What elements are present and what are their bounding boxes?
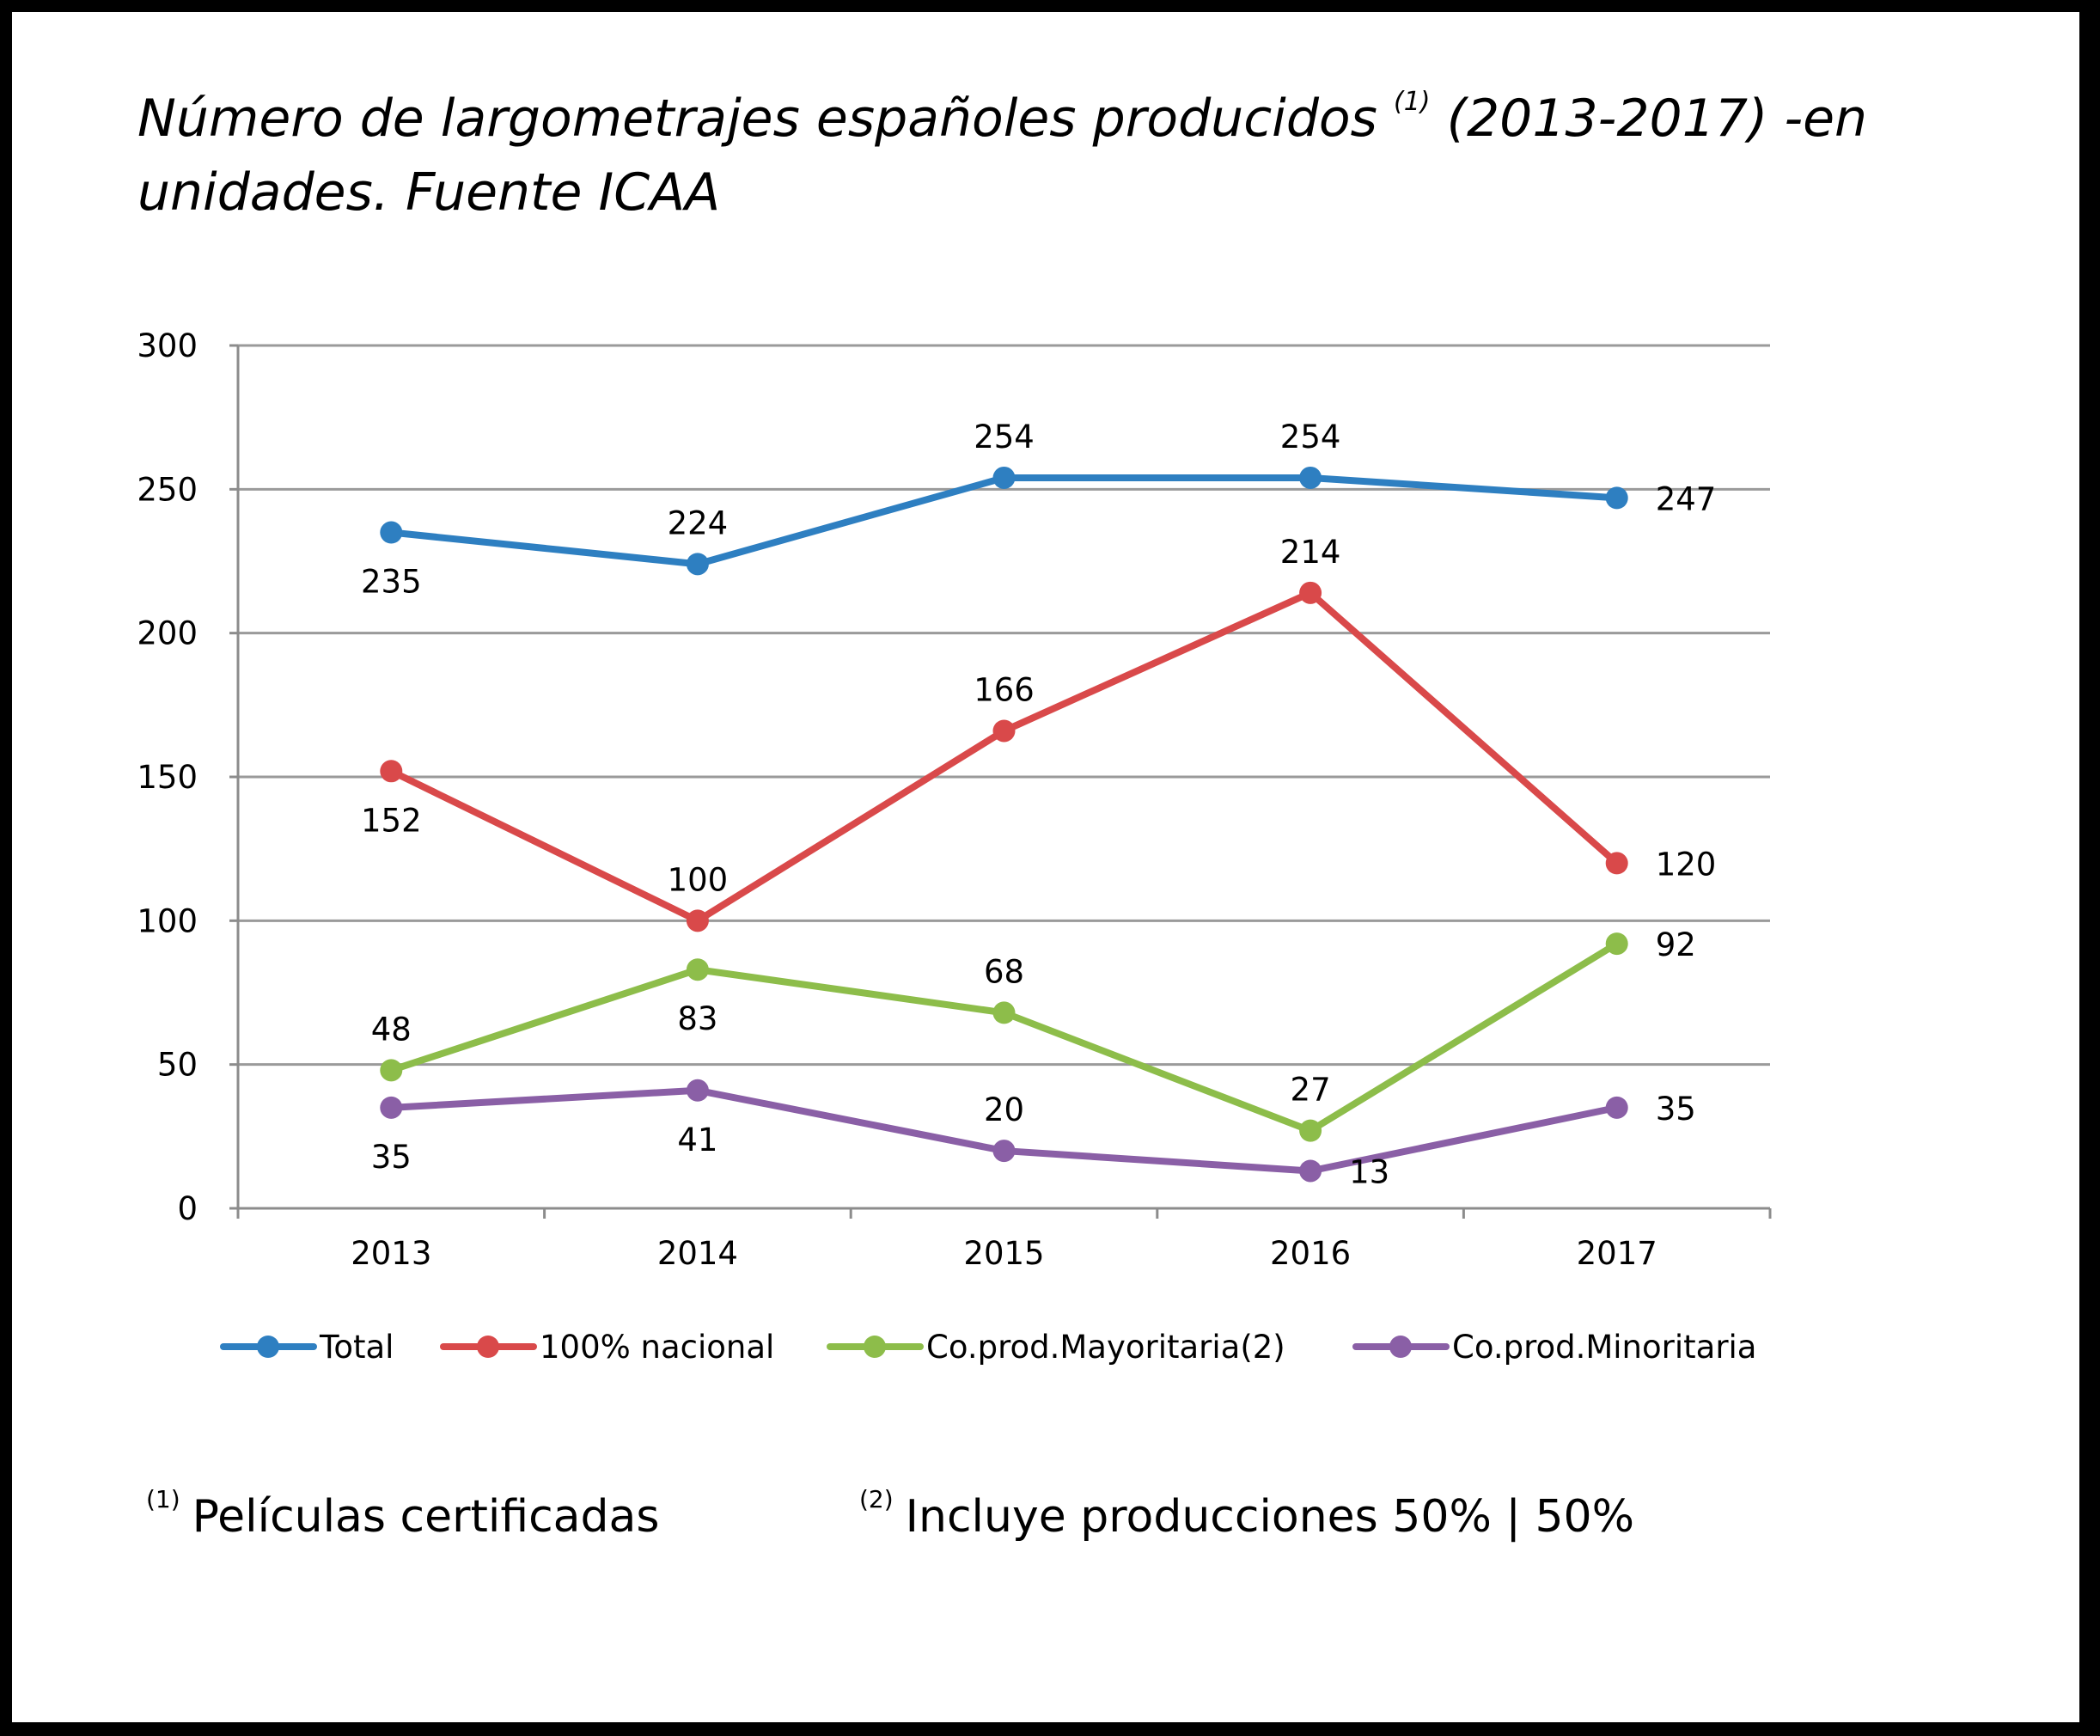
- legend-marker: [864, 1336, 886, 1358]
- title-main: Número de largometrajes españoles produc…: [137, 89, 1377, 149]
- data-label: 35: [1656, 1091, 1696, 1128]
- data-point: [992, 466, 1016, 489]
- data-label: 48: [371, 1011, 412, 1048]
- legend-label: Co.prod.Minoritaria: [1452, 1329, 1756, 1366]
- data-label: 41: [677, 1122, 717, 1158]
- data-point: [1605, 486, 1628, 510]
- data-point: [992, 1140, 1016, 1163]
- legend-marker: [257, 1336, 279, 1358]
- data-point: [992, 719, 1016, 743]
- x-tick-label: 2016: [1270, 1235, 1351, 1272]
- title-footnote-mark: (1): [1393, 87, 1431, 117]
- data-point: [1605, 1096, 1628, 1119]
- x-tick-label: 2015: [963, 1235, 1044, 1272]
- data-label: 214: [1280, 534, 1341, 571]
- data-point: [686, 1079, 709, 1102]
- footnote-1-text: Películas certificadas: [192, 1491, 660, 1543]
- data-point: [1299, 466, 1322, 489]
- data-point: [1299, 1119, 1322, 1142]
- y-tick-label: 100: [137, 902, 198, 939]
- data-label: 254: [1280, 419, 1341, 455]
- data-point: [1299, 581, 1322, 604]
- x-tick-label: 2017: [1577, 1235, 1657, 1272]
- title-rest: (2013-2017) -en unidades. Fuente ICAA: [137, 89, 1868, 223]
- y-tick-label: 300: [137, 327, 198, 364]
- series-line: [388, 589, 1621, 925]
- data-label: 247: [1656, 480, 1717, 517]
- footnote-1-mark: (1): [146, 1485, 180, 1513]
- data-point: [380, 521, 403, 544]
- y-tick-label: 200: [137, 615, 198, 652]
- series-line: [388, 474, 1621, 568]
- data-point: [686, 909, 709, 932]
- data-point: [380, 760, 403, 783]
- data-point: [1605, 852, 1628, 875]
- legend-label: 100% nacional: [540, 1329, 774, 1366]
- data-point: [686, 958, 709, 981]
- data-label: 35: [371, 1139, 412, 1176]
- y-tick-label: 150: [137, 759, 198, 796]
- footnote-2-text: Incluye producciones 50% | 50%: [905, 1491, 1635, 1543]
- footnote-2-mark: (2): [859, 1485, 894, 1513]
- data-label: 120: [1656, 846, 1717, 883]
- y-tick-label: 0: [177, 1190, 198, 1227]
- y-tick-label: 250: [137, 471, 198, 508]
- data-point: [380, 1096, 403, 1119]
- data-label: 27: [1291, 1072, 1331, 1109]
- data-point: [380, 1059, 403, 1082]
- data-label: 254: [974, 419, 1035, 455]
- y-tick-label: 50: [157, 1047, 198, 1084]
- data-label: 166: [974, 671, 1035, 708]
- legend-label: Co.prod.Mayoritaria(2): [926, 1329, 1285, 1366]
- x-tick-label: 2013: [351, 1235, 431, 1272]
- data-point: [1605, 932, 1628, 956]
- data-label: 83: [677, 1000, 717, 1037]
- data-label: 224: [668, 504, 729, 541]
- chart-title: Número de largometrajes españoles produc…: [137, 82, 1985, 229]
- data-point: [686, 553, 709, 576]
- data-label: 152: [361, 802, 422, 839]
- footnote-2: (2) Incluye producciones 50% | 50%: [859, 1488, 1635, 1543]
- legend-label: Total: [319, 1329, 394, 1366]
- data-point: [1299, 1159, 1322, 1183]
- data-point: [992, 1001, 1016, 1024]
- data-label: 13: [1349, 1153, 1389, 1190]
- data-label: 100: [668, 861, 729, 898]
- data-label: 92: [1656, 926, 1696, 963]
- legend-marker: [477, 1336, 499, 1358]
- data-label: 68: [984, 953, 1024, 990]
- x-tick-label: 2014: [657, 1235, 738, 1272]
- legend-marker: [1389, 1336, 1412, 1358]
- chart-card: [12, 12, 2079, 1722]
- footnote-1: (1) Películas certificadas: [146, 1488, 660, 1543]
- data-label: 235: [361, 564, 422, 601]
- data-label: 20: [984, 1091, 1024, 1128]
